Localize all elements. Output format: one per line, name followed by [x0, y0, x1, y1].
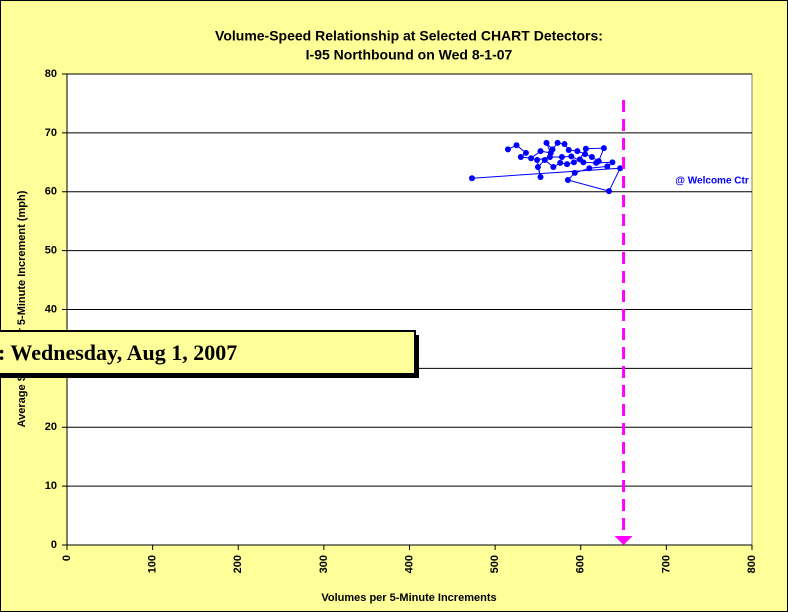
point	[582, 145, 589, 152]
x-axis-label: Volumes per 5-Minute Increments	[321, 592, 496, 604]
y-tick-label: 70	[45, 127, 57, 139]
point	[582, 151, 589, 158]
point	[564, 176, 571, 183]
y-tick-label: 10	[45, 480, 57, 492]
x-tick-label: 600	[575, 555, 587, 573]
point	[547, 149, 554, 156]
y-tick-label: 80	[45, 68, 57, 80]
chart-title: Volume-Speed Relationship at Selected CH…	[215, 28, 603, 44]
reference-arrow	[614, 536, 633, 545]
date-box-text: : Wednesday, Aug 1, 2007	[0, 340, 237, 365]
point	[576, 156, 583, 163]
point	[554, 139, 561, 146]
point	[617, 165, 624, 172]
point	[606, 188, 613, 195]
y-tick-label: 50	[45, 245, 57, 257]
x-tick-label: 500	[489, 555, 501, 573]
point	[574, 148, 581, 155]
point	[571, 169, 578, 176]
point	[517, 154, 524, 161]
point	[558, 154, 565, 161]
point	[564, 161, 571, 168]
y-tick-label: 40	[45, 303, 57, 315]
point	[595, 158, 602, 165]
point	[570, 159, 577, 166]
point	[537, 148, 544, 155]
x-tick-label: 0	[61, 555, 73, 561]
point	[537, 174, 544, 181]
point	[504, 146, 511, 153]
point	[568, 153, 575, 160]
point	[541, 156, 548, 163]
point	[561, 141, 568, 148]
y-tick-label: 20	[45, 421, 57, 433]
point	[469, 175, 476, 182]
date-box	[0, 330, 416, 375]
point	[513, 142, 520, 149]
point	[543, 139, 550, 146]
x-tick-label: 100	[147, 555, 159, 573]
chart-subtitle: I-95 Northbound on Wed 8-1-07	[306, 47, 513, 63]
point	[586, 165, 593, 172]
point	[550, 164, 557, 171]
point	[609, 159, 616, 166]
x-tick-label: 300	[318, 555, 330, 573]
y-tick-label: 0	[51, 539, 57, 551]
point	[604, 163, 611, 170]
point	[565, 146, 572, 153]
x-tick-label: 700	[660, 555, 672, 573]
point	[600, 145, 607, 152]
point	[557, 159, 564, 166]
y-tick-label: 60	[45, 186, 57, 198]
point	[534, 164, 541, 171]
y-axis-label: Average Speed per 5-Minute Increment (mp…	[16, 190, 28, 427]
x-tick-label: 200	[232, 555, 244, 573]
point	[528, 155, 535, 162]
series-line	[471, 142, 621, 192]
point	[588, 154, 595, 161]
point	[534, 156, 541, 163]
x-tick-label: 800	[746, 555, 758, 573]
x-tick-label: 400	[403, 555, 415, 573]
point	[522, 149, 529, 156]
annotation: @ Welcome Ctr	[675, 176, 749, 187]
